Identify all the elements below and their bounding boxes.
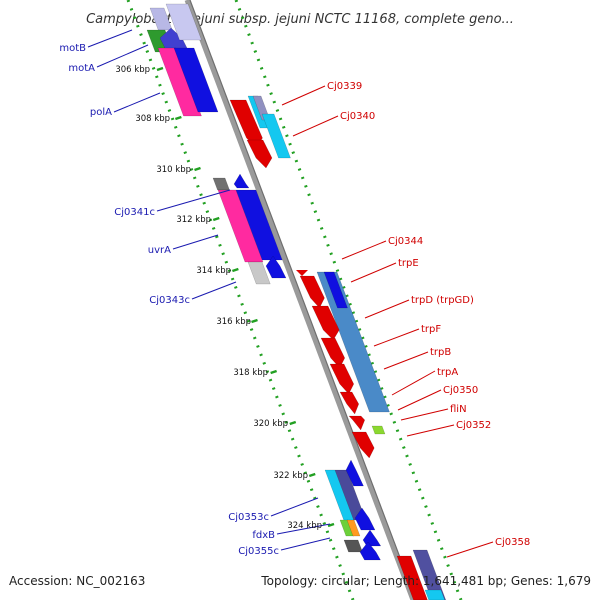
gene-trpB[interactable] bbox=[329, 363, 355, 395]
gene-label-Cj0339[interactable]: Cj0339 bbox=[327, 81, 362, 92]
gene-Cj0355c-blue[interactable] bbox=[359, 541, 381, 561]
gene-trpE[interactable] bbox=[299, 275, 325, 309]
gene-Cj0358-dark[interactable] bbox=[412, 549, 447, 600]
gene-label-polA[interactable]: polA bbox=[90, 107, 112, 118]
backbone-edge bbox=[189, 0, 417, 600]
leader-line-right bbox=[391, 370, 436, 396]
gene-Cj0358-cyan[interactable] bbox=[424, 589, 446, 600]
tick-mark bbox=[194, 166, 201, 172]
gene-label-motB[interactable]: motB bbox=[59, 43, 86, 54]
leader-line-left bbox=[96, 44, 149, 68]
leader-line-right bbox=[397, 389, 442, 411]
leader-line-left bbox=[156, 189, 231, 212]
tick-label-316: 316 kbp bbox=[216, 317, 251, 327]
backbone-line bbox=[184, 0, 416, 600]
gene-polA-blue[interactable] bbox=[173, 47, 219, 113]
tick-mark bbox=[289, 420, 297, 426]
tick-label-310: 310 kbp bbox=[156, 165, 191, 175]
gene-trpA[interactable] bbox=[339, 391, 360, 415]
leader-line-right bbox=[373, 328, 420, 347]
leader-line-left bbox=[280, 537, 331, 551]
leader-line-right bbox=[400, 408, 449, 421]
leader-line-right bbox=[364, 299, 410, 319]
tick-mark bbox=[231, 267, 239, 273]
gene-Cj0352[interactable] bbox=[351, 431, 375, 459]
gene-Cj0343c-blue[interactable] bbox=[265, 255, 287, 279]
leader-line-right bbox=[281, 85, 326, 106]
gene-trpD-blue[interactable] bbox=[323, 271, 348, 309]
leader-line-right bbox=[446, 541, 494, 558]
tick-label-312: 312 kbp bbox=[176, 215, 211, 225]
leader-line-right bbox=[292, 115, 339, 137]
gene-label-Cj0343c[interactable]: Cj0343c bbox=[149, 295, 190, 306]
tick-label-320: 320 kbp bbox=[253, 419, 288, 429]
gene-Cj0340[interactable] bbox=[261, 113, 291, 159]
gene-Cj0355c-head[interactable] bbox=[362, 529, 382, 547]
gene-Cj0339-tail[interactable] bbox=[246, 139, 273, 169]
tick-mark bbox=[174, 115, 182, 121]
leader-line-left bbox=[113, 92, 161, 113]
genome-band bbox=[126, 0, 463, 600]
gene-label-Cj0353c[interactable]: Cj0353c bbox=[228, 512, 269, 523]
gene-label-trpD[interactable]: trpD (trpGD) bbox=[411, 295, 474, 306]
gene-label-Cj0355c[interactable]: Cj0355c bbox=[238, 546, 279, 557]
tick-mark bbox=[308, 472, 316, 478]
tick-mark bbox=[327, 522, 335, 528]
gene-trpD[interactable] bbox=[311, 305, 340, 341]
leader-line-left bbox=[191, 281, 237, 300]
leader-line-left bbox=[270, 497, 319, 517]
gene-label-fliN[interactable]: fliN bbox=[450, 404, 467, 415]
topology-text: Topology: circular; Length: 1,641,481 bp… bbox=[260, 574, 591, 588]
gene-uvrA[interactable] bbox=[235, 189, 283, 261]
gene-label-trpE[interactable]: trpE bbox=[398, 258, 419, 269]
gene-label-Cj0341c[interactable]: Cj0341c bbox=[114, 207, 155, 218]
tick-mark bbox=[251, 318, 258, 324]
tick-mark bbox=[270, 369, 278, 375]
leader-line-left bbox=[87, 29, 133, 48]
gene-Cj0344[interactable] bbox=[296, 270, 308, 276]
tick-label-322: 322 kbp bbox=[273, 471, 308, 481]
gene-Cj0355c[interactable] bbox=[343, 539, 363, 553]
tick-label-318: 318 kbp bbox=[233, 368, 268, 378]
label-leaders bbox=[87, 29, 494, 558]
leader-line-left bbox=[172, 234, 219, 250]
leader-line-right bbox=[350, 262, 397, 283]
tick-label-306: 306 kbp bbox=[115, 65, 150, 75]
gene-label-Cj0340[interactable]: Cj0340 bbox=[340, 111, 375, 122]
gene-Cj0341c-head[interactable] bbox=[212, 177, 230, 191]
gene-polA[interactable] bbox=[157, 47, 202, 117]
gene-label-Cj0350[interactable]: Cj0350 bbox=[443, 385, 478, 396]
tick-label-324: 324 kbp bbox=[287, 521, 322, 531]
accession-text: Accession: NC_002163 bbox=[9, 574, 145, 588]
gene-label-fdxB[interactable]: fdxB bbox=[252, 530, 275, 541]
tick-label-314: 314 kbp bbox=[196, 266, 231, 276]
gene-label-trpA[interactable]: trpA bbox=[437, 367, 458, 378]
leader-line-right bbox=[383, 351, 429, 370]
gene-label-uvrA[interactable]: uvrA bbox=[148, 245, 171, 256]
gene-Cj0350[interactable] bbox=[348, 415, 366, 431]
gene-fliN[interactable] bbox=[371, 425, 386, 435]
map-title: Campylobacter jejuni subsp. jejuni NCTC … bbox=[86, 12, 514, 27]
leader-line-left bbox=[276, 523, 331, 535]
gene-Cj0353c-head[interactable] bbox=[345, 459, 364, 487]
gene-fdxB-orange[interactable] bbox=[346, 519, 361, 537]
gene-label-trpF[interactable]: trpF bbox=[421, 324, 441, 335]
tick-mark bbox=[156, 66, 164, 72]
leader-line-right bbox=[341, 240, 387, 260]
gene-label-Cj0352[interactable]: Cj0352 bbox=[456, 420, 491, 431]
tick-label-308: 308 kbp bbox=[135, 114, 170, 124]
gene-label-motA[interactable]: motA bbox=[68, 63, 95, 74]
gene-label-trpB[interactable]: trpB bbox=[430, 347, 451, 358]
gene-label-Cj0358[interactable]: Cj0358 bbox=[495, 537, 530, 548]
gene-trpF[interactable] bbox=[320, 337, 346, 369]
gene-motA[interactable] bbox=[165, 3, 202, 41]
gene-Cj0343c[interactable] bbox=[247, 261, 271, 285]
gene-Cj0358[interactable] bbox=[396, 555, 428, 600]
gene-uvrA-head[interactable] bbox=[233, 173, 250, 189]
gene-label-Cj0344[interactable]: Cj0344 bbox=[388, 236, 423, 247]
gene-fdxB-blue[interactable] bbox=[354, 507, 376, 531]
tick-mark bbox=[212, 216, 220, 222]
leader-line-right bbox=[406, 424, 455, 437]
